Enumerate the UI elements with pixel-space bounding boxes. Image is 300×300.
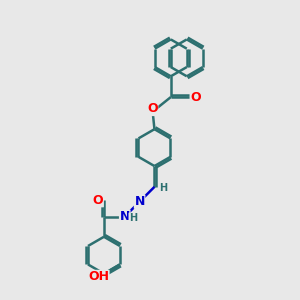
Text: H: H: [159, 183, 167, 193]
Text: OH: OH: [88, 270, 109, 284]
Text: N: N: [119, 210, 130, 223]
Text: O: O: [93, 194, 103, 207]
Text: H: H: [129, 213, 137, 223]
Text: N: N: [134, 195, 145, 208]
Text: O: O: [190, 91, 201, 103]
Text: O: O: [147, 103, 158, 116]
